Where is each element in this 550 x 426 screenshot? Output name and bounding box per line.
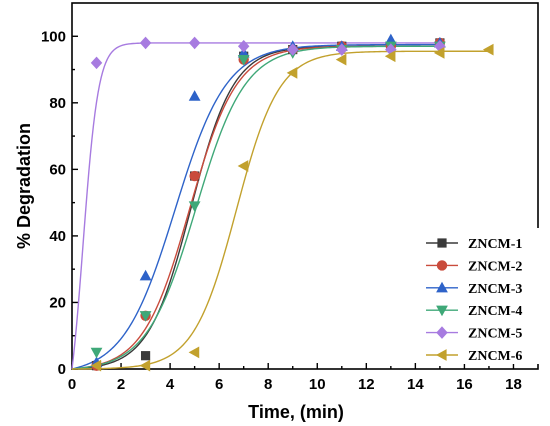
data-point — [139, 36, 152, 50]
data-point — [140, 351, 151, 361]
y-tick-label: 20 — [49, 294, 66, 311]
data-point — [384, 50, 396, 63]
data-point — [188, 36, 201, 50]
y-axis-ticks: 0 20 40 60 80 100 — [41, 28, 78, 378]
data-point — [189, 170, 200, 182]
data-point — [336, 43, 348, 56]
legend-marker — [435, 349, 447, 361]
data-point — [188, 346, 200, 359]
data-point — [237, 160, 249, 172]
data-point — [90, 56, 103, 70]
x-tick-label: 2 — [117, 376, 125, 393]
x-tick-label: 6 — [215, 376, 223, 393]
data-point — [482, 43, 494, 56]
data-markers — [90, 33, 494, 372]
legend-label: ZNCM-1 — [468, 237, 522, 252]
x-tick-label: 16 — [456, 376, 473, 393]
x-tick-label: 4 — [166, 376, 175, 393]
legend-label: ZNCM-6 — [468, 349, 522, 364]
data-point — [237, 39, 250, 53]
y-axis-title: % Degradation — [14, 123, 34, 249]
series-zncm-4 — [90, 41, 446, 359]
data-point — [188, 90, 201, 101]
x-tick-label: 18 — [505, 376, 522, 393]
legend-marker — [436, 326, 448, 339]
y-tick-label: 100 — [41, 28, 66, 45]
legend-marker — [436, 260, 448, 271]
x-axis-ticks: 0 2 4 6 8 10 12 14 16 18 — [68, 363, 522, 393]
fit-curve-zncm-3 — [71, 43, 440, 370]
data-point — [335, 53, 347, 66]
series-zncm-6 — [90, 43, 494, 372]
legend-label: ZNCM-3 — [468, 282, 522, 297]
y-tick-label: 40 — [49, 228, 66, 245]
legend-marker — [436, 305, 448, 317]
data-point — [286, 43, 299, 56]
y-tick-label: 0 — [58, 361, 66, 378]
legend-item: ZNCM-6 — [426, 349, 522, 364]
data-point — [139, 269, 152, 281]
plot-frame — [71, 2, 539, 370]
legend-item: ZNCM-5 — [426, 326, 522, 342]
data-point — [139, 359, 151, 372]
y-tick-label: 60 — [49, 161, 66, 178]
legend-item: ZNCM-2 — [426, 259, 522, 274]
y-tick-label: 80 — [49, 95, 66, 112]
legend-label: ZNCM-5 — [468, 327, 522, 342]
x-tick-label: 12 — [358, 376, 375, 393]
legend: ZNCM-1 ZNCM-2 ZNCM-3 ZNCM-4 ZNCM-5 ZNCM-6 — [418, 228, 542, 364]
legend-item: ZNCM-1 — [426, 237, 522, 252]
x-tick-label: 14 — [407, 376, 424, 393]
x-tick-label: 0 — [68, 376, 76, 393]
fit-curve-zncm-4 — [71, 45, 440, 370]
fit-curve-zncm-5 — [71, 42, 440, 370]
legend-label: ZNCM-4 — [468, 304, 522, 319]
data-point — [433, 47, 445, 59]
x-axis-title: Time, (min) — [248, 402, 344, 422]
x-tick-label: 10 — [309, 376, 326, 393]
legend-marker — [436, 281, 448, 293]
legend-item: ZNCM-3 — [426, 281, 522, 297]
x-tick-label: 8 — [264, 376, 272, 393]
data-point — [188, 201, 201, 212]
series-zncm-2 — [91, 37, 446, 371]
data-point — [237, 54, 250, 66]
fit-curve-zncm-2 — [71, 45, 440, 370]
legend-item: ZNCM-4 — [426, 304, 522, 319]
data-point — [90, 359, 102, 372]
plot-border — [71, 2, 539, 370]
data-point — [90, 347, 103, 359]
legend-label: ZNCM-2 — [468, 259, 522, 274]
data-point — [139, 311, 152, 322]
legend-marker — [437, 238, 447, 248]
legend-background — [418, 228, 542, 364]
data-point — [286, 66, 298, 79]
fit-curve-zncm-1 — [71, 45, 440, 370]
